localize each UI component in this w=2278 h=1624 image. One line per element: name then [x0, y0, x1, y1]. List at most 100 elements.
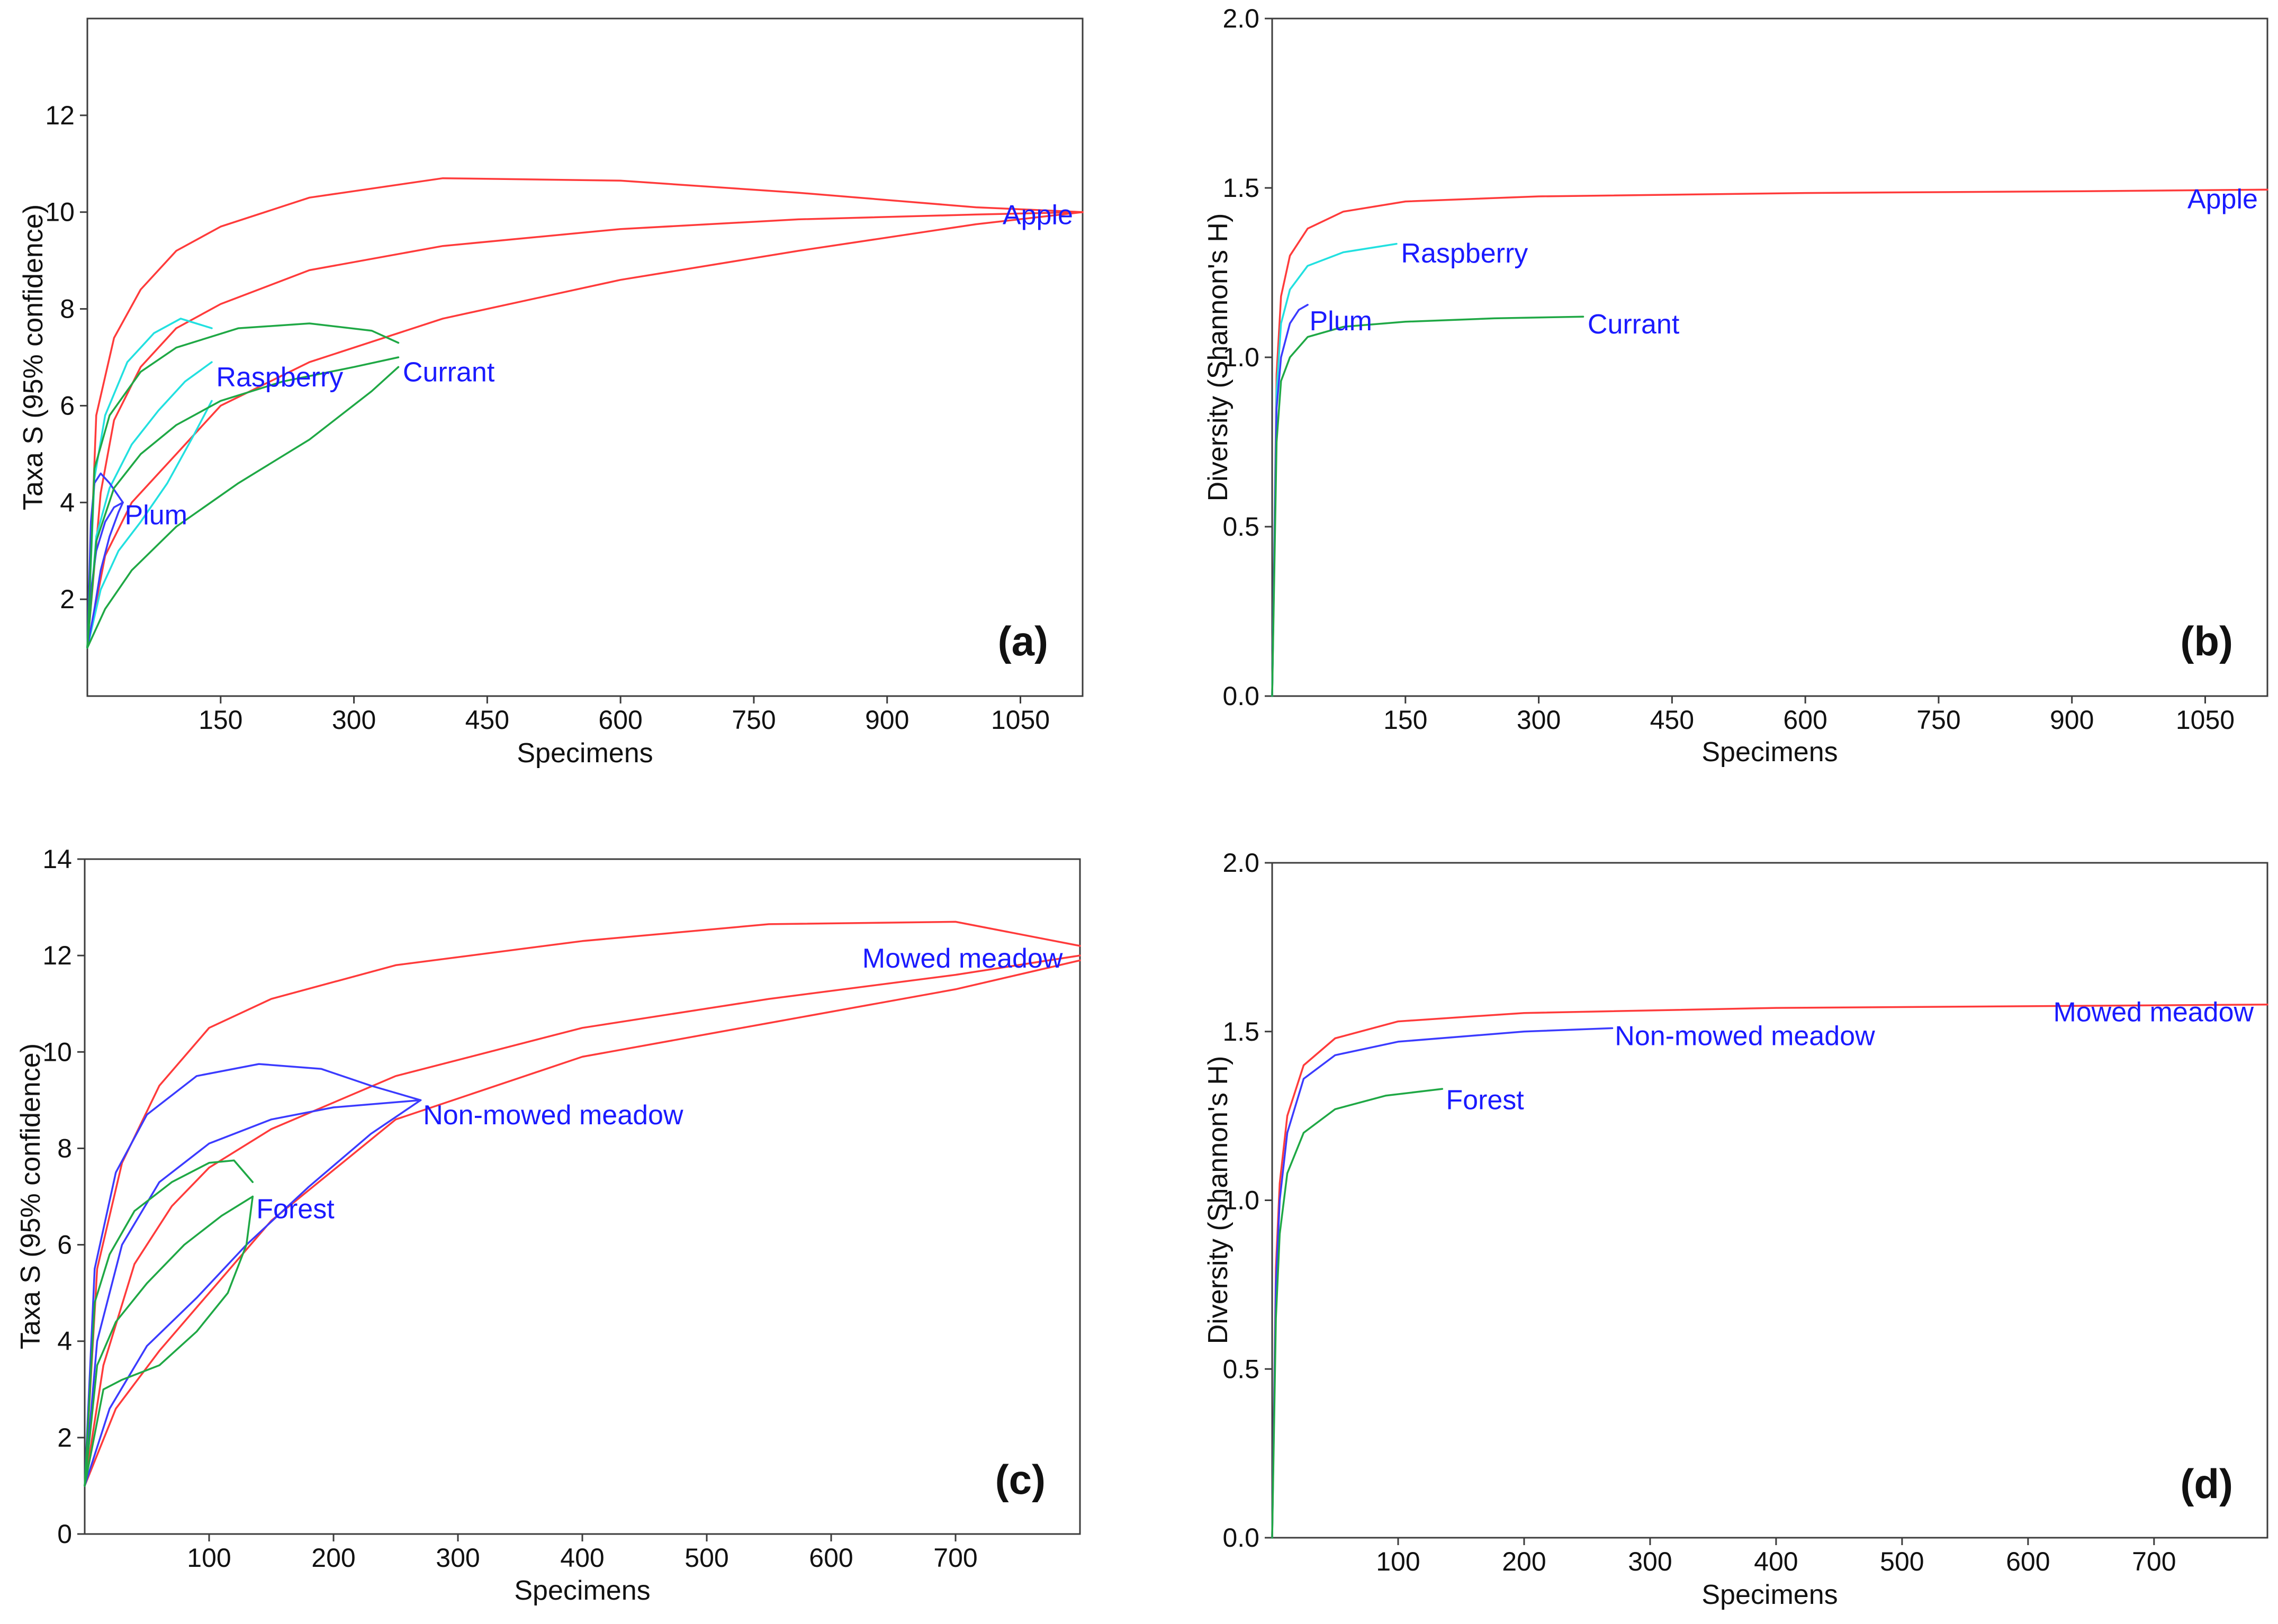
series-labels-c: Mowed meadow Non-mowed meadow Forest [256, 943, 1063, 1225]
y-axis-title-c: Taxa S (95% confidence) [15, 1043, 46, 1349]
y-tick-label: 2 [57, 1423, 72, 1452]
x-tick-label: 150 [1383, 705, 1427, 735]
plot-frame-b [1271, 17, 2268, 697]
y-tick-label: 10 [42, 1037, 72, 1067]
mowed-meadow-upper-curve [84, 921, 1081, 1487]
y-tick-label: 0.5 [1222, 512, 1259, 542]
panel-d: 100 200 300 400 500 600 700 0.0 0.5 1.0 1.5 2.0 Mow… [1203, 848, 2268, 1610]
x-tick-label: 700 [933, 1543, 977, 1573]
y-tick-label: 2.0 [1222, 4, 1259, 33]
plum-lower-curve [86, 501, 124, 649]
apple-mean-curve [1271, 188, 2268, 697]
ticks-c: 100 200 300 400 500 600 700 0 2 4 6 8 10 12 14 [42, 844, 977, 1573]
y-tick-label: 1.0 [1222, 342, 1259, 372]
x-tick-label: 450 [1650, 705, 1694, 735]
apple-series-label: Apple [1003, 200, 1073, 231]
y-tick-label: 14 [42, 844, 72, 874]
mowed-meadow-series-label: Mowed meadow [2053, 997, 2254, 1028]
y-tick-label: 8 [60, 294, 75, 324]
x-tick-label: 600 [809, 1543, 853, 1573]
x-tick-label: 450 [465, 705, 509, 735]
y-tick-label: 0 [57, 1519, 72, 1549]
panel-label-d: (d) [2180, 1460, 2233, 1507]
y-tick-label: 8 [57, 1133, 72, 1163]
x-tick-label: 100 [187, 1543, 231, 1573]
curves-b [1271, 188, 2268, 697]
x-tick-label: 100 [1376, 1547, 1420, 1576]
raspberry-mean-curve [86, 361, 213, 649]
x-tick-label: 300 [1517, 705, 1561, 735]
x-tick-label: 750 [1916, 705, 1960, 735]
y-tick-label: 12 [45, 101, 75, 130]
y-tick-label: 4 [57, 1327, 72, 1356]
ticks-d: 100 200 300 400 500 600 700 0.0 0.5 1.0 1.5 2.0 [1222, 848, 2176, 1576]
y-tick-label: 1.5 [1222, 1017, 1259, 1046]
forest-series-label: Forest [1446, 1085, 1524, 1115]
x-tick-label: 400 [1754, 1547, 1798, 1576]
y-tick-label: 0.0 [1222, 681, 1259, 711]
y-tick-label: 0.0 [1222, 1523, 1259, 1553]
forest-series-label: Forest [256, 1194, 335, 1224]
y-tick-label: 0.5 [1222, 1354, 1259, 1384]
apple-upper-curve [86, 177, 1084, 649]
raspberry-lower-curve [86, 400, 213, 649]
currant-upper-curve [86, 322, 400, 649]
x-tick-label: 900 [2050, 705, 2094, 735]
x-tick-label: 200 [311, 1543, 355, 1573]
plot-frame-d [1271, 862, 2268, 1539]
x-tick-label: 1050 [2176, 705, 2235, 735]
panel-b: 150 300 450 600 750 900 1050 0.0 0.5 1.0 1.5 2.0 Ap… [1203, 4, 2268, 768]
currant-series-label: Currant [403, 357, 495, 388]
x-tick-label: 1050 [991, 705, 1050, 735]
x-tick-label: 200 [1502, 1547, 1546, 1576]
y-tick-label: 12 [42, 941, 72, 970]
mowed-meadow-mean-curve [84, 954, 1081, 1487]
mowed-meadow-series-label: Mowed meadow [862, 943, 1063, 974]
y-tick-label: 4 [60, 488, 75, 517]
non-mowed-meadow-mean-curve [84, 1099, 422, 1487]
x-axis-title-a: Specimens [517, 738, 653, 769]
curves-a [86, 177, 1084, 649]
x-axis-title-c: Specimens [514, 1575, 650, 1606]
forest-mean-curve [84, 1195, 254, 1487]
non-mowed-meadow-upper-curve [84, 1063, 422, 1487]
x-tick-label: 300 [1628, 1547, 1672, 1576]
y-tick-label: 10 [45, 197, 75, 227]
plot-frame-a [86, 17, 1084, 697]
x-tick-label: 600 [2006, 1547, 2050, 1576]
y-tick-label: 1.5 [1222, 173, 1259, 203]
panel-label-a: (a) [998, 618, 1048, 664]
x-tick-label: 700 [2132, 1547, 2176, 1576]
y-tick-label: 2 [60, 584, 75, 614]
y-axis-title-d: Diversity (Shannon's H) [1203, 1056, 1233, 1345]
y-tick-label: 6 [57, 1230, 72, 1260]
x-axis-title-d: Specimens [1701, 1580, 1838, 1610]
raspberry-mean-curve [1271, 242, 1398, 697]
series-labels-b: Apple Raspberry Plum Currant [1310, 184, 2258, 340]
y-axis-title-a: Taxa S (95% confidence) [18, 204, 49, 510]
plum-series-label: Plum [1310, 306, 1372, 337]
non-mowed-meadow-series-label: Non-mowed meadow [1615, 1021, 1875, 1051]
non-mowed-meadow-series-label: Non-mowed meadow [423, 1100, 683, 1131]
y-tick-label: 1.0 [1222, 1186, 1259, 1215]
forest-lower-curve [84, 1195, 254, 1487]
x-tick-label: 500 [685, 1543, 728, 1573]
panel-c: 100 200 300 400 500 600 700 0 2 4 6 8 10 12 14 Mowed m… [15, 844, 1081, 1606]
ticks-b: 150 300 450 600 750 900 1050 0.0 0.5 1.0 1.5 2.0 [1222, 4, 2235, 735]
curves-c [84, 921, 1081, 1487]
x-tick-label: 400 [560, 1543, 604, 1573]
currant-lower-curve [86, 366, 400, 649]
forest-mean-curve [1271, 1088, 1444, 1539]
raspberry-series-label: Raspberry [216, 362, 343, 393]
x-tick-label: 500 [1880, 1547, 1924, 1576]
series-labels-a: Apple Raspberry Plum Currant [125, 200, 1073, 531]
x-tick-label: 600 [598, 705, 642, 735]
y-tick-label: 2.0 [1222, 848, 1259, 878]
panel-label-b: (b) [2180, 618, 2233, 664]
ticks-a: 150 300 450 600 750 900 1050 2 4 6 8 10 12 [45, 101, 1050, 735]
mowed-meadow-mean-curve [1271, 1004, 2268, 1539]
raspberry-series-label: Raspberry [1401, 238, 1528, 269]
x-tick-label: 150 [199, 705, 242, 735]
currant-series-label: Currant [1588, 309, 1680, 340]
forest-upper-curve [84, 1159, 254, 1487]
